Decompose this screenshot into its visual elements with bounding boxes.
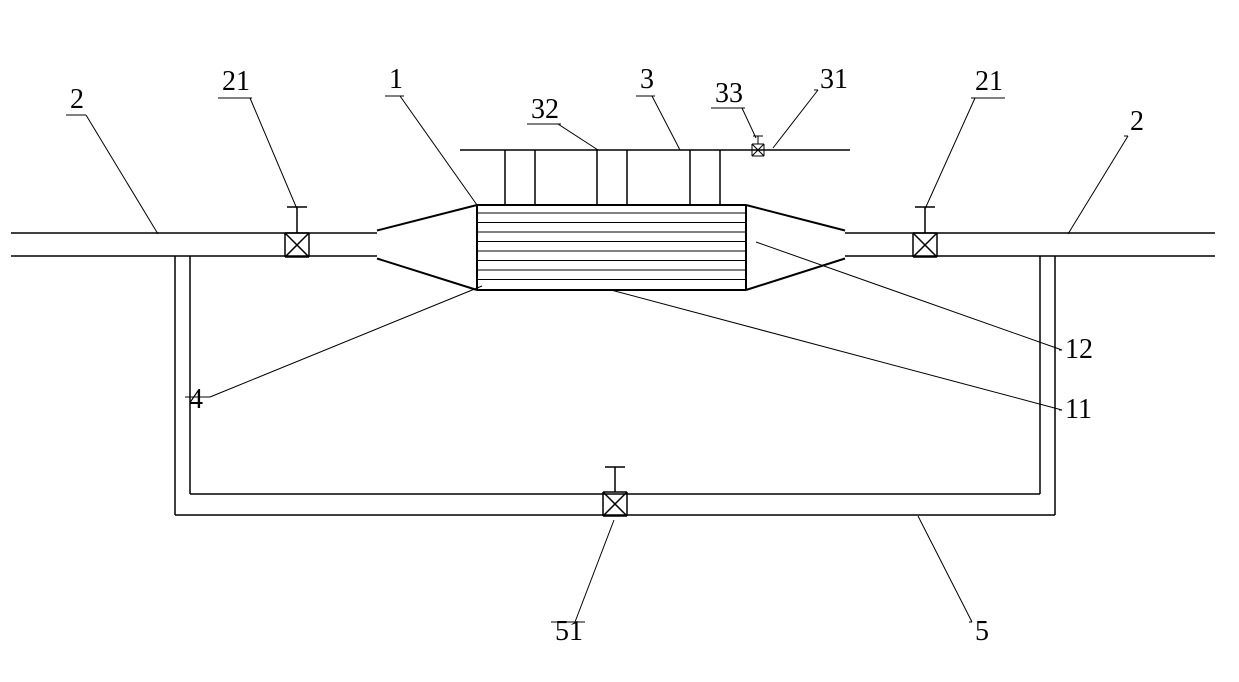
- label-3: 3: [640, 64, 654, 95]
- label-32: 32: [531, 94, 559, 125]
- label-11: 11: [1065, 394, 1092, 425]
- leader-51: [575, 520, 614, 622]
- leader-33: [742, 108, 756, 138]
- leader-4: [210, 286, 482, 397]
- label-12: 12: [1065, 334, 1093, 365]
- label-2L: 2: [70, 84, 84, 115]
- leader-12: [756, 242, 1062, 350]
- leader-21R: [925, 98, 975, 209]
- leader-32: [558, 124, 598, 150]
- label-21R: 21: [975, 66, 1003, 97]
- leader-11: [611, 290, 1062, 410]
- label-33: 33: [715, 78, 743, 109]
- label-31: 31: [820, 64, 848, 95]
- leader-21L: [250, 98, 297, 209]
- label-1: 1: [389, 64, 403, 95]
- leader-2R: [1068, 136, 1128, 234]
- label-5: 5: [975, 616, 989, 647]
- leader-5: [918, 516, 972, 622]
- label-4: 4: [189, 384, 203, 415]
- label-51: 51: [555, 616, 583, 647]
- label-2R: 2: [1130, 106, 1144, 137]
- leader-31: [773, 90, 818, 148]
- label-21L: 21: [222, 66, 250, 97]
- leader-2L: [86, 115, 158, 234]
- leader-3: [652, 96, 680, 150]
- engineering-diagram: 2211323333121241211515: [0, 0, 1239, 682]
